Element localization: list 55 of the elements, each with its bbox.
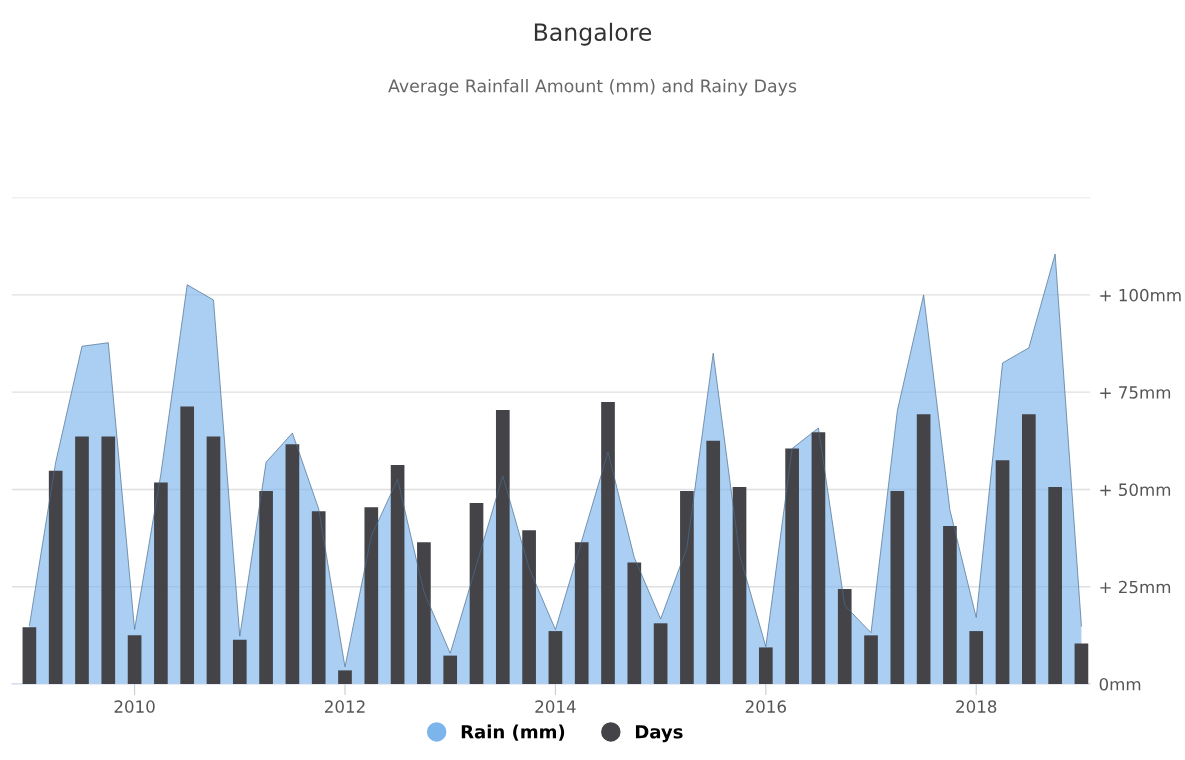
y-tick-label: + 75mm [1100, 386, 1171, 399]
bar [22, 627, 37, 684]
bar [864, 635, 878, 684]
bar [495, 410, 510, 684]
bar [101, 436, 116, 684]
bar [548, 631, 563, 684]
bar [48, 470, 63, 684]
bar [758, 647, 773, 684]
bar [732, 487, 747, 684]
bar [390, 464, 405, 684]
legend-label: Days [635, 725, 683, 743]
bar [916, 414, 931, 684]
bar [1021, 414, 1036, 684]
bar [338, 670, 352, 684]
bar [995, 460, 1010, 684]
x-tick-label: 2018 [956, 700, 997, 713]
bar [259, 491, 273, 684]
bar [285, 444, 300, 684]
bar [601, 401, 615, 684]
bar [890, 491, 905, 684]
bar [1074, 643, 1089, 684]
legend-label: Rain (mm) [461, 724, 565, 741]
y-tick-label: + 25mm [1100, 580, 1171, 594]
bar [574, 542, 589, 684]
bar [969, 631, 984, 684]
bar [311, 511, 326, 684]
bar [785, 448, 799, 684]
bar [469, 503, 484, 684]
bar [1048, 487, 1062, 684]
bar [154, 482, 168, 684]
bar [811, 432, 826, 684]
bar [443, 655, 458, 684]
bar [127, 635, 142, 684]
bar [364, 507, 379, 684]
bar [522, 530, 536, 684]
bar [232, 639, 247, 684]
y-tick-label: 0mm [1099, 677, 1141, 691]
y-tick-label: + 100mm [1100, 288, 1181, 302]
x-tick-label: 2012 [325, 700, 365, 713]
bar [417, 542, 431, 684]
y-tick-label: + 50mm [1100, 483, 1171, 497]
bar [680, 491, 694, 684]
bar [206, 436, 221, 684]
bar [180, 406, 195, 684]
chart-title: Bangalore [534, 22, 652, 46]
bar [75, 436, 89, 684]
bar [653, 623, 668, 684]
x-tick-label: 2016 [745, 700, 786, 713]
x-tick-label: 2014 [535, 700, 576, 713]
bar [627, 562, 642, 684]
bar [943, 526, 957, 684]
x-tick-label: 2010 [114, 700, 155, 713]
bar [837, 589, 852, 684]
bar [706, 440, 721, 684]
chart-subtitle: Average Rainfall Amount (mm) and Rainy Days [388, 79, 797, 96]
